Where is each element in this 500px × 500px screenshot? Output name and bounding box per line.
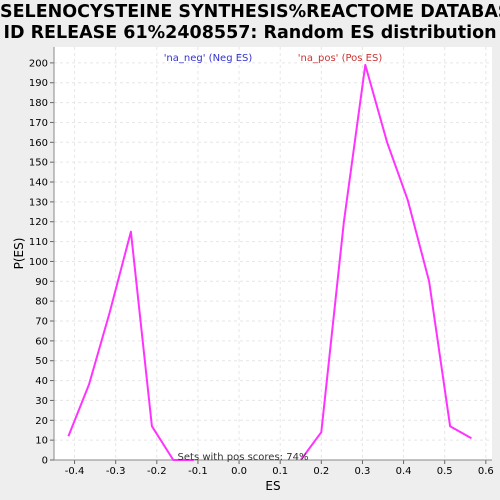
plot-area	[54, 47, 492, 460]
y-tick-label: 110	[29, 237, 48, 248]
y-tick-label: 140	[29, 178, 48, 189]
chart-title-line-1: SELENOCYSTEINE SYNTHESIS%REACTOME DATABA…	[0, 2, 500, 22]
y-tick-label: 60	[35, 336, 48, 347]
y-tick-label: 30	[35, 396, 48, 407]
chart-title-line-2: ID RELEASE 61%2408557: Random ES distrib…	[3, 23, 497, 43]
y-axis-title: P(ES)	[12, 238, 26, 270]
x-tick-label: -0.4	[65, 466, 85, 477]
x-tick-label: 0.0	[231, 466, 247, 477]
x-tick-label: 0.3	[354, 466, 370, 477]
grid-lines	[54, 47, 492, 461]
x-tick-label: -0.3	[106, 466, 126, 477]
x-tick-label: 0.2	[313, 466, 329, 477]
legend-pos-es: 'na_pos' (Pos ES)	[298, 53, 383, 64]
y-tick-label: 150	[29, 158, 48, 169]
y-tick-label: 20	[35, 416, 48, 427]
x-axis-title: ES	[265, 479, 280, 493]
y-tick-label: 90	[35, 277, 48, 288]
y-tick-label: 80	[35, 297, 48, 308]
series-line-neg	[67, 230, 194, 461]
y-tick-label: 40	[35, 376, 48, 387]
y-tick-label: 10	[35, 436, 48, 447]
annotation-text: Sets with pos scores: 74%	[178, 452, 309, 463]
legend-neg-es: 'na_neg' (Neg ES)	[164, 53, 253, 64]
axes: -0.4 -0.3 -0.2 -0.1 0.0 0.1 0.2 0.3 0.4 0.5 0.6 0 10…	[29, 47, 494, 477]
y-tick-label: 0	[42, 456, 48, 467]
x-tick-label: 0.4	[396, 466, 412, 477]
x-tick-label: 0.6	[478, 466, 494, 477]
legend: 'na_neg' (Neg ES) 'na_pos' (Pos ES)	[164, 53, 383, 64]
x-tick-label: 0.5	[437, 466, 453, 477]
series-layer	[67, 63, 472, 461]
x-tick-label: -0.2	[147, 466, 167, 477]
y-tick-label: 50	[35, 356, 48, 367]
x-tick-label: -0.1	[188, 466, 208, 477]
y-tick-label: 180	[29, 98, 48, 109]
y-tick-label: 120	[29, 217, 48, 228]
y-tick-label: 130	[29, 197, 48, 208]
chart-title: SELENOCYSTEINE SYNTHESIS%REACTOME DATABA…	[0, 2, 500, 44]
y-tick-label: 190	[29, 78, 48, 89]
y-tick-label: 100	[29, 257, 48, 268]
y-tick-label: 200	[29, 58, 48, 69]
series-line-pos	[299, 63, 472, 461]
y-tick-label: 160	[29, 138, 48, 149]
y-tick-label: 170	[29, 118, 48, 129]
x-tick-label: 0.1	[272, 466, 288, 477]
y-tick-label: 70	[35, 317, 48, 328]
